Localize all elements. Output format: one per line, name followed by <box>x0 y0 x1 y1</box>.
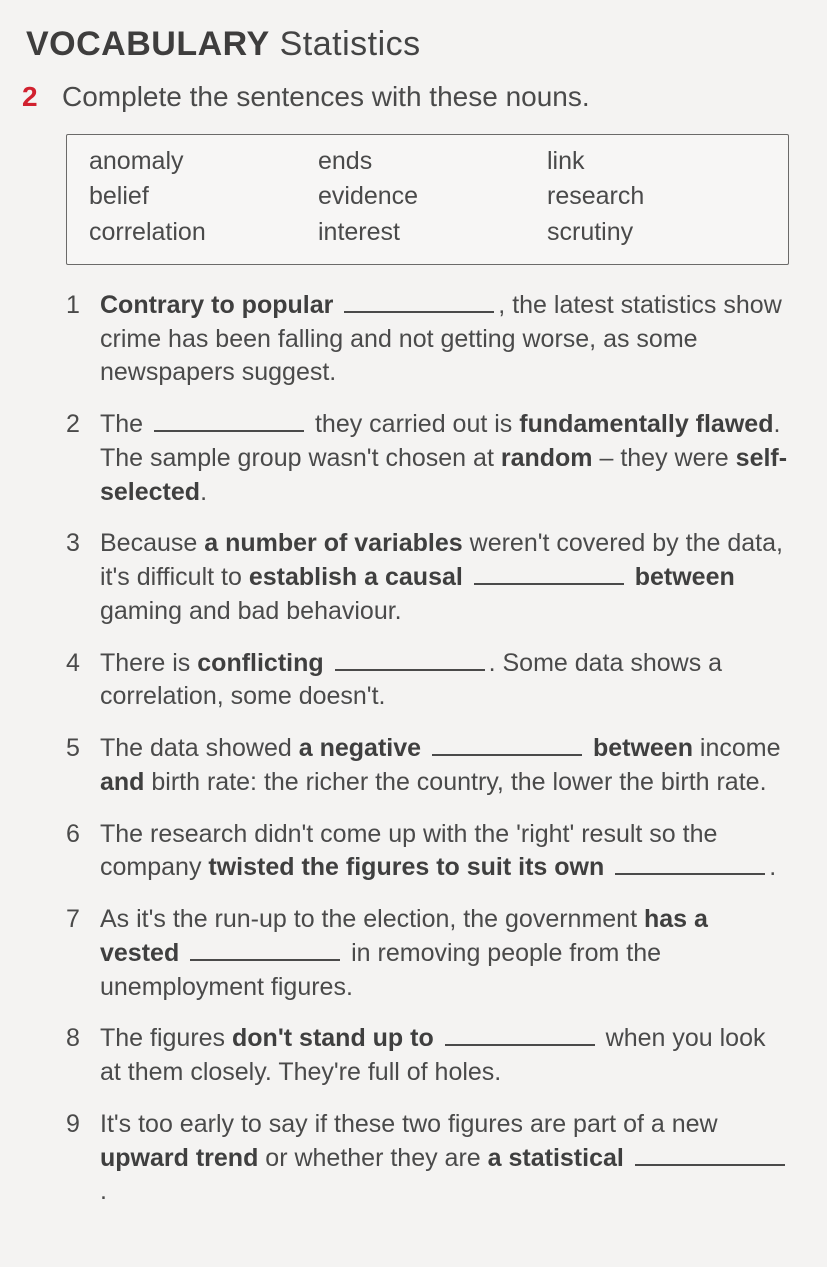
fill-blank[interactable] <box>635 1142 785 1165</box>
fill-blank[interactable] <box>344 290 494 313</box>
plain-text: The figures <box>100 1024 232 1052</box>
fill-blank[interactable] <box>615 852 765 875</box>
heading-bold: VOCABULARY <box>26 25 270 63</box>
sentence-item: 6The research didn't come up with the 'r… <box>66 818 793 886</box>
word-box-item: scrutiny <box>547 216 766 250</box>
bold-text: don't stand up to <box>232 1024 441 1052</box>
item-number: 3 <box>66 527 100 628</box>
heading-light: Statistics <box>280 25 421 63</box>
item-number: 8 <box>66 1022 100 1090</box>
word-box: anomaly ends link belief evidence research cor… <box>66 134 789 265</box>
word-box-item: research <box>547 180 766 214</box>
plain-text: Because <box>100 529 204 557</box>
bold-text: twisted the figures to suit its own <box>208 853 604 881</box>
bold-text: upward trend <box>100 1144 258 1172</box>
plain-text: The data showed <box>100 734 299 762</box>
plain-text: As it's the run-up to the election, the … <box>100 905 644 933</box>
plain-text: birth rate: the richer the country, the … <box>144 768 766 796</box>
item-number: 6 <box>66 818 100 886</box>
sentence-item: 4There is conflicting . Some data shows … <box>66 647 793 715</box>
sentence-item: 9It's too early to say if these two figu… <box>66 1108 793 1209</box>
item-number: 1 <box>66 289 100 390</box>
plain-text: income <box>693 734 781 762</box>
fill-blank[interactable] <box>432 733 582 756</box>
fill-blank[interactable] <box>335 647 485 670</box>
sentence-item: 5The data showed a negative between inco… <box>66 732 793 800</box>
section-heading: VOCABULARY Statistics <box>26 22 799 68</box>
bold-text: random <box>501 444 593 472</box>
plain-text <box>604 853 611 881</box>
exercise-number: 2 <box>22 78 62 116</box>
sentence-list: 1Contrary to popular , the latest statis… <box>66 289 793 1209</box>
bold-text: conflicting <box>197 649 330 677</box>
sentence-item: 8The figures don't stand up to when you … <box>66 1022 793 1090</box>
item-text: The they carried out is fundamentally fl… <box>100 408 793 509</box>
item-number: 4 <box>66 647 100 715</box>
word-box-item: belief <box>89 180 308 214</box>
word-box-item: ends <box>318 145 537 179</box>
bold-text: between <box>593 734 693 762</box>
bold-text: Contrary to popular <box>100 291 340 319</box>
item-text: Because a number of variables weren't co… <box>100 527 793 628</box>
plain-text <box>624 1144 631 1172</box>
item-text: It's too early to say if these two figur… <box>100 1108 793 1209</box>
item-text: The research didn't come up with the 'ri… <box>100 818 793 886</box>
word-box-item: correlation <box>89 216 308 250</box>
plain-text: gaming and bad behaviour. <box>100 597 402 625</box>
sentence-item: 1Contrary to popular , the latest statis… <box>66 289 793 390</box>
item-number: 7 <box>66 903 100 1004</box>
bold-text: a statistical <box>488 1144 624 1172</box>
bold-text: and <box>100 768 144 796</box>
instruction-text: Complete the sentences with these nouns. <box>62 78 590 116</box>
item-number: 5 <box>66 732 100 800</box>
bold-text: between <box>635 563 735 591</box>
item-text: The data showed a negative between incom… <box>100 732 793 800</box>
sentence-item: 3Because a number of variables weren't c… <box>66 527 793 628</box>
sentence-item: 2The they carried out is fundamentally f… <box>66 408 793 509</box>
fill-blank[interactable] <box>190 938 340 961</box>
plain-text <box>628 563 635 591</box>
word-box-item: link <box>547 145 766 179</box>
instruction-row: 2 Complete the sentences with these noun… <box>22 78 799 116</box>
plain-text: There is <box>100 649 197 677</box>
bold-text: fundamentally flawed <box>519 410 773 438</box>
plain-text: – they were <box>593 444 736 472</box>
plain-text: or whether they are <box>258 1144 487 1172</box>
word-box-item: evidence <box>318 180 537 214</box>
item-number: 2 <box>66 408 100 509</box>
item-text: As it's the run-up to the election, the … <box>100 903 793 1004</box>
plain-text <box>586 734 593 762</box>
sentence-item: 7As it's the run-up to the election, the… <box>66 903 793 1004</box>
word-box-item: interest <box>318 216 537 250</box>
plain-text: . <box>100 1177 107 1205</box>
plain-text: . <box>200 478 207 506</box>
item-number: 9 <box>66 1108 100 1209</box>
word-box-item: anomaly <box>89 145 308 179</box>
plain-text: they carried out is <box>308 410 519 438</box>
bold-text: a number of variables <box>204 529 462 557</box>
item-text: The figures don't stand up to when you l… <box>100 1022 793 1090</box>
fill-blank[interactable] <box>474 562 624 585</box>
plain-text: It's too early to say if these two figur… <box>100 1110 718 1138</box>
item-text: Contrary to popular , the latest statist… <box>100 289 793 390</box>
bold-text: establish a causal <box>249 563 470 591</box>
fill-blank[interactable] <box>445 1023 595 1046</box>
plain-text: The <box>100 410 150 438</box>
bold-text: a negative <box>299 734 428 762</box>
fill-blank[interactable] <box>154 409 304 432</box>
item-text: There is conflicting . Some data shows a… <box>100 647 793 715</box>
plain-text: . <box>769 853 776 881</box>
